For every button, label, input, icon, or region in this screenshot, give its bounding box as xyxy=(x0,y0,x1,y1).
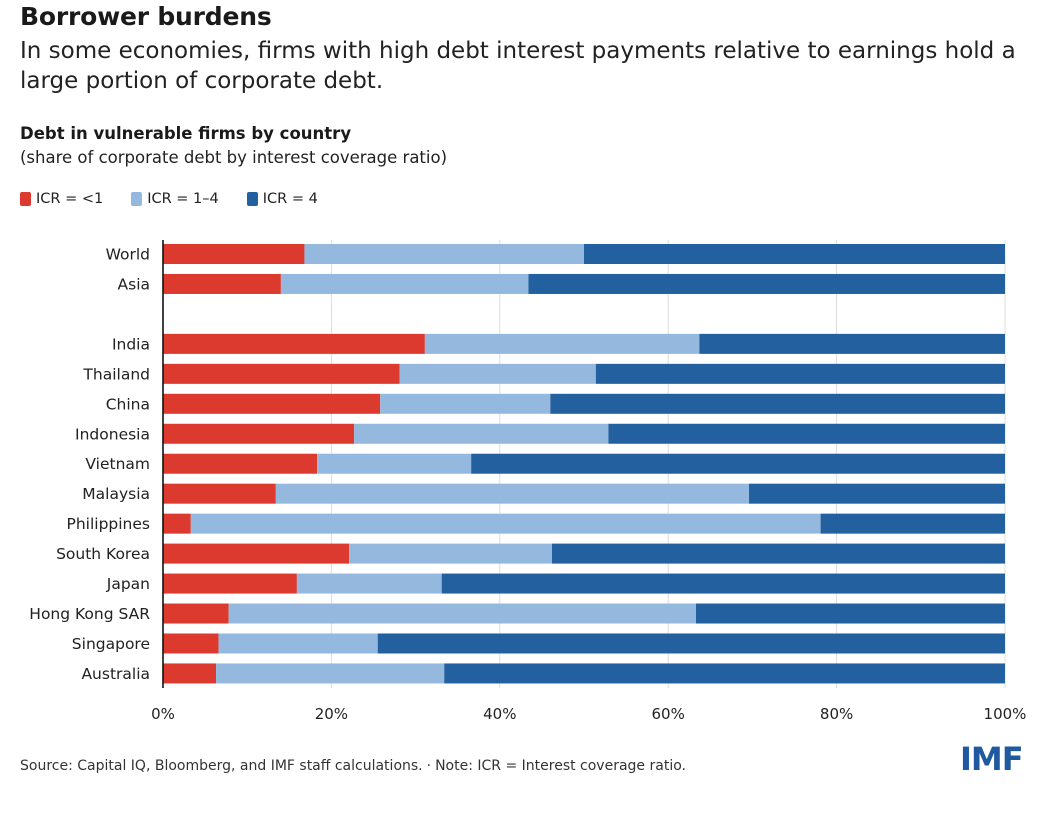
bar-japan-s0 xyxy=(163,573,297,594)
category-label: Japan xyxy=(106,575,150,593)
legend-item-icr-mid: ICR = 1–4 xyxy=(131,191,219,207)
bar-malaysia-s2 xyxy=(749,483,1005,504)
bar-indonesia-s2 xyxy=(608,423,1005,444)
bar-vietnam-s1 xyxy=(317,453,472,474)
category-label: Hong Kong SAR xyxy=(29,605,150,623)
bar-world-s0 xyxy=(163,244,305,264)
bar-china-s2 xyxy=(550,393,1005,414)
x-tick-label: 0% xyxy=(151,705,175,723)
bar-india-s2 xyxy=(699,333,1005,354)
legend-label-icr-low: ICR = <1 xyxy=(36,191,104,207)
source-text: Source: Capital IQ, Bloomberg, and IMF s… xyxy=(20,758,423,774)
legend-item-icr-low: ICR = <1 xyxy=(20,191,103,207)
x-tick-label: 80% xyxy=(820,705,853,723)
bar-south-korea-s2 xyxy=(552,543,1005,564)
stacked-bar-chart: World Asia India Thailand China Indonesia Viet… xyxy=(29,240,1027,723)
legend-swatch-icr-high xyxy=(246,192,258,206)
bar-vietnam-s2 xyxy=(471,453,1005,474)
x-tick-label: 40% xyxy=(483,705,516,723)
imf-logo: IMF xyxy=(960,740,1024,778)
category-label: Singapore xyxy=(72,635,150,653)
x-tick-label: 100% xyxy=(984,705,1027,723)
bar-australia-s0 xyxy=(163,663,217,684)
category-label: Indonesia xyxy=(75,425,150,443)
bar-asia-s1 xyxy=(280,273,529,294)
bar-malaysia-s1 xyxy=(275,483,750,504)
x-tick-label: 60% xyxy=(652,705,685,723)
category-label: India xyxy=(112,335,150,353)
category-label: Australia xyxy=(81,665,150,683)
bar-japan-s1 xyxy=(296,573,442,594)
category-label: Vietnam xyxy=(85,455,150,473)
bar-world-s2 xyxy=(584,244,1005,264)
bar-australia-s1 xyxy=(216,663,445,684)
bar-philippines-s2 xyxy=(820,513,1005,534)
category-label: South Korea xyxy=(56,545,150,563)
bar-singapore-s2 xyxy=(377,633,1006,654)
legend-swatch-icr-mid xyxy=(131,192,143,206)
x-tick-label: 20% xyxy=(315,705,348,723)
bar-india-s0 xyxy=(163,333,425,354)
chart-legend: ICR = <1 ICR = 1–4 ICR = 4 xyxy=(20,191,346,207)
bar-asia-s0 xyxy=(163,273,281,294)
bar-malaysia-s0 xyxy=(163,483,276,504)
legend-swatch-icr-low xyxy=(20,192,31,206)
bar-australia-s2 xyxy=(444,663,1005,684)
bar-thailand-s1 xyxy=(399,363,596,384)
page-subtitle: In some economies, firms with high debt … xyxy=(20,38,1016,94)
note-text: Note: ICR = Interest coverage ratio. xyxy=(435,758,686,774)
legend-label-icr-mid: ICR = 1–4 xyxy=(147,191,219,207)
bar-philippines-s1 xyxy=(190,513,821,534)
category-label: Philippines xyxy=(66,515,150,533)
bar-china-s0 xyxy=(163,393,381,414)
bar-asia-s2 xyxy=(528,273,1005,294)
legend-item-icr-high: ICR = 4 xyxy=(246,191,318,207)
bar-thailand-s2 xyxy=(595,363,1005,384)
bar-hong-kong-sar-s0 xyxy=(163,603,229,624)
page-title: Borrower burdens xyxy=(20,2,272,31)
bar-south-korea-s1 xyxy=(349,543,553,564)
bar-japan-s2 xyxy=(441,573,1005,594)
bar-south-korea-s0 xyxy=(163,543,350,564)
footer-note: Source: Capital IQ, Bloomberg, and IMF s… xyxy=(20,758,686,774)
chart-subtitle: (share of corporate debt by interest cov… xyxy=(20,148,448,167)
bar-hong-kong-sar-s1 xyxy=(228,603,696,624)
bar-singapore-s1 xyxy=(218,633,378,654)
bar-india-s1 xyxy=(424,333,700,354)
bar-thailand-s0 xyxy=(163,363,400,384)
bar-hong-kong-sar-s2 xyxy=(695,603,1005,624)
bar-singapore-s0 xyxy=(163,633,219,654)
category-label: Thailand xyxy=(82,365,150,383)
legend-label-icr-high: ICR = 4 xyxy=(262,191,318,207)
bar-vietnam-s0 xyxy=(163,453,318,474)
bar-indonesia-s1 xyxy=(354,423,609,444)
footer-separator: · xyxy=(426,758,432,774)
category-label: Malaysia xyxy=(82,485,150,503)
category-label: Asia xyxy=(118,275,150,293)
chart-title: Debt in vulnerable firms by country xyxy=(20,124,352,143)
category-label: World xyxy=(106,246,150,264)
bar-world-s1 xyxy=(304,244,584,264)
category-label: China xyxy=(106,395,150,413)
bar-philippines-s0 xyxy=(163,513,191,534)
bar-indonesia-s0 xyxy=(163,423,355,444)
bar-china-s1 xyxy=(380,393,551,414)
